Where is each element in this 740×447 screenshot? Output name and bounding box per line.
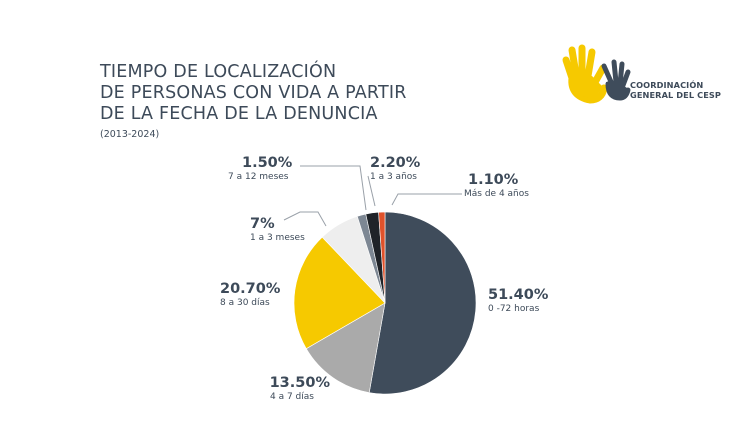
dark-hand-icon — [601, 59, 631, 101]
chart-title: TIEMPO DE LOCALIZACIÓN DE PERSONAS CON V… — [100, 62, 407, 125]
slice-1-category: 4 a 7 días — [270, 392, 314, 402]
logo-line-2: GENERAL DEL CESP — [630, 90, 722, 100]
leader-line-slice-6 — [391, 193, 462, 206]
label-slice-2: 20.70% 8 a 30 días — [220, 281, 280, 309]
logo-text: COORDINACIÓN GENERAL DEL CESP — [630, 80, 721, 100]
chart-subtitle: (2013-2024) — [100, 129, 160, 140]
title-line-1: TIEMPO DE LOCALIZACIÓN — [100, 62, 337, 82]
yellow-hand-icon — [562, 44, 608, 104]
slice-3-category: 1 a 3 meses — [250, 233, 305, 243]
label-slice-5: 2.20% 1 a 3 años — [370, 155, 420, 183]
hands-logo-icon — [562, 44, 631, 104]
label-slice-6: 1.10% Más de 4 años — [464, 172, 529, 200]
slice-5-category: 1 a 3 años — [370, 172, 417, 182]
slice-3-pct: 7% — [250, 216, 275, 232]
pie-slice-6 — [378, 211, 386, 304]
pie-slice-1 — [305, 302, 386, 393]
dark-hand-palm-icon — [606, 82, 627, 98]
slice-0-pct: 51.40% — [488, 287, 549, 303]
pie-slice-0 — [368, 211, 477, 395]
label-slice-0: 51.40% 0 -72 horas — [488, 287, 548, 315]
logo-line-1: COORDINACIÓN — [630, 80, 704, 90]
slice-2-pct: 20.70% — [220, 281, 281, 297]
label-slice-1: 13.50% 4 a 7 días — [252, 375, 330, 403]
leader-line-slice-4 — [300, 165, 367, 211]
slice-5-pct: 2.20% — [370, 155, 421, 171]
title-line-3: DE LA FECHA DE LA DENUNCIA — [100, 104, 378, 124]
slice-0-category: 0 -72 horas — [488, 304, 540, 314]
label-slice-4: 1.50% 7 a 12 meses — [228, 155, 292, 183]
slice-4-category: 7 a 12 meses — [228, 172, 289, 182]
pie-slice-2 — [293, 236, 386, 350]
label-slice-3: 7% 1 a 3 meses — [250, 216, 305, 244]
yellow-hand-palm-icon — [570, 74, 602, 98]
slice-1-pct: 13.50% — [269, 375, 330, 391]
slice-4-pct: 1.50% — [242, 155, 293, 171]
slice-6-pct: 1.10% — [468, 172, 519, 188]
slice-6-category: Más de 4 años — [464, 189, 529, 199]
leader-line-slice-3 — [283, 211, 327, 227]
title-line-2: DE PERSONAS CON VIDA A PARTIR — [100, 83, 407, 103]
slice-2-category: 8 a 30 días — [220, 298, 270, 308]
leader-line-slice-5 — [367, 175, 376, 207]
